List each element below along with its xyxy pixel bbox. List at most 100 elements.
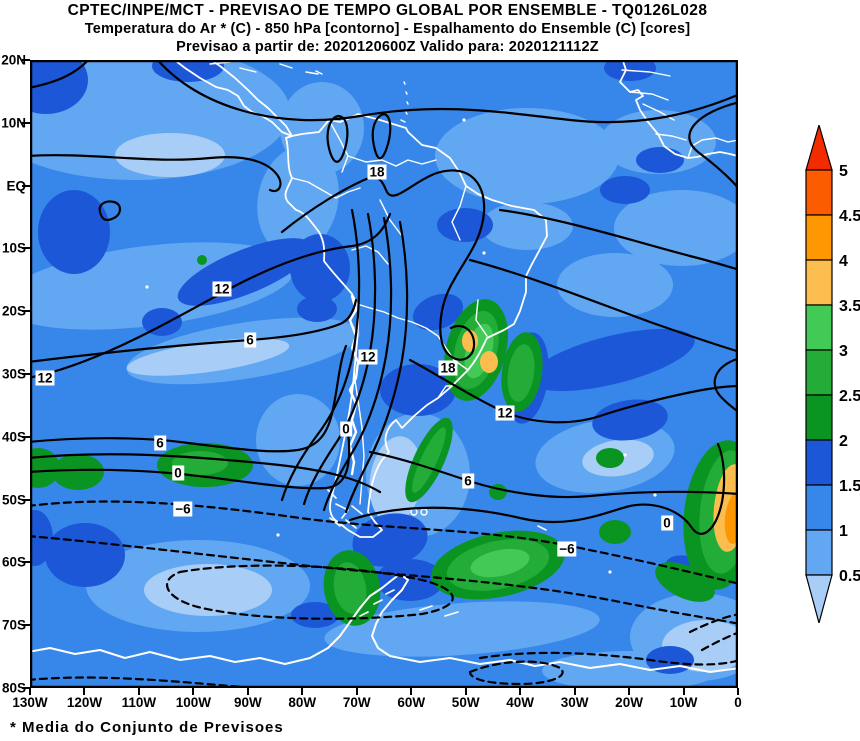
y-tick-mark bbox=[22, 687, 30, 689]
x-tick-mark bbox=[29, 688, 31, 695]
x-tick-mark bbox=[682, 688, 685, 695]
contour-label: 0 bbox=[661, 515, 673, 531]
contour-label: 12 bbox=[358, 349, 378, 365]
colorbar-band bbox=[805, 259, 833, 306]
small-white-dots bbox=[145, 118, 657, 574]
colorbar-band bbox=[805, 169, 833, 216]
south-chile-fjords bbox=[327, 489, 363, 529]
y-tick-label: 10S bbox=[1, 240, 26, 256]
y-tick-label: 80S bbox=[1, 680, 26, 696]
contour-label: 12 bbox=[35, 370, 55, 386]
contour-label: −6 bbox=[173, 501, 193, 517]
x-tick-mark bbox=[464, 688, 467, 695]
x-tick-mark bbox=[519, 688, 522, 695]
shading-lightest bbox=[115, 133, 738, 672]
colorbar-tick-label: 2.5 bbox=[839, 388, 860, 405]
contour-label: −6 bbox=[557, 541, 577, 557]
contour-0-east bbox=[348, 442, 726, 535]
contour-label: 12 bbox=[495, 405, 515, 421]
contour-0-west bbox=[30, 430, 351, 490]
x-tick-label: 100W bbox=[175, 695, 212, 710]
contour-label: 18 bbox=[367, 164, 387, 180]
colorbar-tick-label: 3.5 bbox=[839, 298, 860, 315]
y-tick-label: 10N bbox=[1, 115, 26, 131]
colorbar-tick-label: 5 bbox=[839, 163, 848, 180]
colorbar-tick-label: 2 bbox=[839, 433, 848, 450]
contour-6-east bbox=[368, 450, 738, 499]
x-tick-mark bbox=[573, 688, 576, 695]
y-tick-label: EQ bbox=[6, 178, 26, 194]
andes-highlight bbox=[348, 294, 360, 476]
contour-minus6 bbox=[30, 500, 738, 585]
x-tick-label: 20W bbox=[615, 695, 643, 710]
contour-12-east bbox=[408, 358, 738, 424]
south-georgia-island bbox=[537, 525, 547, 531]
x-tick-label: 110W bbox=[121, 695, 157, 710]
x-tick-label: 70W bbox=[342, 695, 371, 710]
colorbar-tick-label: 4.5 bbox=[839, 208, 860, 225]
africa-borders bbox=[621, 69, 738, 159]
y-tick-mark bbox=[22, 498, 30, 501]
x-tick-label: 80W bbox=[288, 695, 317, 710]
caribbean-islands bbox=[209, 61, 409, 123]
y-tick-label: 40S bbox=[1, 429, 26, 445]
x-tick-label: 30W bbox=[560, 695, 589, 710]
contour-solid-layer bbox=[30, 60, 738, 535]
x-tick-mark bbox=[355, 688, 358, 695]
contour-label: 18 bbox=[438, 360, 458, 376]
contour-label: 0 bbox=[172, 465, 184, 481]
colorbar-band bbox=[805, 394, 833, 441]
x-tick-label: 0 bbox=[734, 695, 742, 710]
chart-title: CPTEC/INPE/MCT - PREVISAO DE TEMPO GLOBA… bbox=[67, 2, 708, 19]
shading-warm-cores bbox=[462, 330, 738, 552]
coastline-africa bbox=[619, 60, 738, 159]
colorbar-bottom-arrow bbox=[805, 574, 833, 626]
colorbar-band bbox=[805, 484, 833, 531]
colorbar-band bbox=[805, 529, 833, 576]
colorbar-band bbox=[805, 349, 833, 396]
y-tick-mark bbox=[22, 247, 30, 250]
contour-label: 6 bbox=[462, 473, 474, 489]
colorbar-tick-label: 1.5 bbox=[839, 478, 860, 495]
colorbar-tick-label: 0.5 bbox=[839, 568, 860, 585]
y-tick-mark bbox=[22, 624, 30, 627]
x-tick-mark bbox=[410, 688, 413, 695]
colorbar-svg: 5 4.5 4 3.5 3 2.5 2 1.5 1 0.5 bbox=[805, 122, 860, 626]
y-tick-label: 50S bbox=[1, 492, 26, 508]
y-tick-mark bbox=[22, 59, 30, 61]
chart-init-valid-line: Previsao a partir de: 2020120600Z Valido… bbox=[176, 39, 599, 55]
y-tick-mark bbox=[22, 310, 30, 313]
falkland-east-island bbox=[420, 508, 428, 516]
x-tick-mark bbox=[246, 688, 249, 695]
x-tick-label: 120W bbox=[66, 695, 103, 710]
x-tick-mark bbox=[137, 688, 140, 695]
colorbar-tick-label: 1 bbox=[839, 523, 848, 540]
x-tick-label: 90W bbox=[233, 695, 262, 710]
colorbar-band bbox=[805, 439, 833, 486]
x-tick-mark bbox=[737, 688, 739, 695]
y-tick-label: 20S bbox=[1, 303, 26, 319]
contour-label: 6 bbox=[244, 332, 256, 348]
contour-dashed-layer bbox=[30, 500, 738, 688]
y-tick-mark bbox=[22, 435, 30, 438]
y-tick-label: 70S bbox=[1, 617, 26, 633]
y-tick-label: 20N bbox=[1, 52, 26, 68]
colorbar-band bbox=[805, 214, 833, 261]
y-tick-mark bbox=[22, 561, 30, 564]
map-border bbox=[30, 60, 738, 688]
chart-subtitle: Temperatura do Ar * (C) - 850 hPa [conto… bbox=[84, 21, 691, 37]
coastline-central-america bbox=[173, 60, 293, 139]
footnote: * Media do Conjunto de Previsoes bbox=[10, 719, 284, 736]
x-tick-label: 40W bbox=[506, 695, 535, 710]
colorbar: 5 4.5 4 3.5 3 2.5 2 1.5 1 0.5 bbox=[804, 122, 860, 628]
colorbar-tick-label: 4 bbox=[839, 253, 848, 270]
map-frame: 18 18 12 12 12 12 6 6 6 0 0 0 −6 −6 bbox=[30, 60, 738, 688]
map-canvas bbox=[30, 60, 738, 688]
contour-label: 12 bbox=[212, 281, 232, 297]
colorbar-top-arrow bbox=[805, 122, 833, 171]
x-tick-label: 60W bbox=[397, 695, 426, 710]
y-tick-mark bbox=[22, 373, 30, 375]
x-tick-mark bbox=[301, 688, 304, 695]
x-tick-label: 130W bbox=[12, 695, 48, 710]
